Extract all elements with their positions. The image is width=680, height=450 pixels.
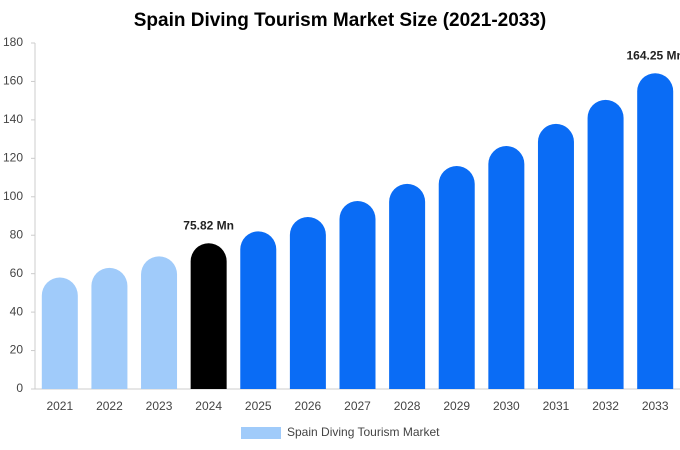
- y-tick-label: 60: [10, 266, 24, 280]
- x-tick-label: 2032: [592, 399, 619, 413]
- bar: [190, 243, 227, 389]
- bar: [141, 256, 178, 389]
- x-tick-label: 2023: [146, 399, 173, 413]
- x-tick-label: 2029: [443, 399, 470, 413]
- x-tick-label: 2027: [344, 399, 371, 413]
- x-tick-label: 2028: [394, 399, 421, 413]
- bar: [91, 267, 128, 389]
- bar: [240, 231, 277, 389]
- y-tick-label: 100: [3, 189, 23, 203]
- value-label: 164.25 Mn: [627, 48, 680, 62]
- y-tick-label: 120: [3, 151, 23, 165]
- bar: [438, 166, 475, 389]
- x-tick-label: 2030: [493, 399, 520, 413]
- x-tick-label: 2022: [96, 399, 123, 413]
- bar: [488, 146, 525, 389]
- y-tick-label: 140: [3, 112, 23, 126]
- bar: [41, 277, 78, 389]
- y-tick-label: 160: [3, 74, 23, 88]
- x-tick-label: 2025: [245, 399, 272, 413]
- x-tick-label: 2031: [543, 399, 570, 413]
- bar: [339, 201, 376, 389]
- y-tick-label: 0: [16, 381, 23, 395]
- bar: [389, 183, 426, 389]
- legend-label: Spain Diving Tourism Market: [287, 425, 440, 439]
- legend-swatch: [241, 427, 281, 439]
- x-tick-label: 2021: [46, 399, 73, 413]
- chart-title: Spain Diving Tourism Market Size (2021-2…: [134, 10, 547, 31]
- bar: [537, 123, 574, 390]
- x-tick-label: 2033: [642, 399, 669, 413]
- value-label: 75.82 Mn: [183, 218, 234, 232]
- x-tick-label: 2024: [195, 399, 222, 413]
- bar: [289, 216, 326, 389]
- y-tick-label: 20: [10, 343, 24, 357]
- bar: [587, 99, 624, 390]
- y-tick-label: 40: [10, 304, 24, 318]
- y-tick-label: 80: [10, 227, 24, 241]
- x-tick-label: 2026: [295, 399, 322, 413]
- y-tick-label: 180: [3, 35, 23, 49]
- bar: [637, 73, 674, 389]
